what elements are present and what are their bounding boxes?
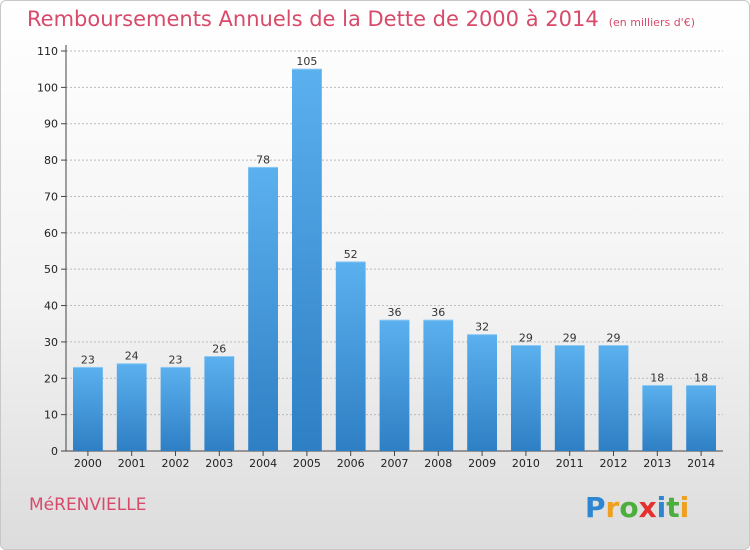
data-label: 36 bbox=[431, 306, 445, 319]
y-tick-label: 90 bbox=[44, 118, 58, 131]
y-tick-label: 100 bbox=[37, 81, 58, 94]
data-label: 78 bbox=[256, 153, 270, 166]
data-label: 23 bbox=[81, 353, 95, 366]
data-label: 32 bbox=[475, 321, 489, 334]
bar bbox=[467, 334, 497, 451]
data-label: 23 bbox=[169, 353, 183, 366]
data-label: 29 bbox=[607, 332, 621, 345]
y-tick-label: 30 bbox=[44, 336, 58, 349]
data-label: 36 bbox=[388, 306, 402, 319]
x-tick-label: 2003 bbox=[205, 457, 233, 470]
x-tick-label: 2011 bbox=[556, 457, 584, 470]
bar bbox=[686, 385, 716, 451]
data-label: 24 bbox=[125, 350, 139, 363]
x-tick-label: 2008 bbox=[424, 457, 452, 470]
bar bbox=[248, 167, 278, 451]
x-tick-label: 2014 bbox=[687, 457, 715, 470]
y-tick-label: 0 bbox=[51, 445, 58, 458]
data-label: 18 bbox=[694, 372, 708, 385]
bar bbox=[73, 367, 103, 451]
proxiti-logo: Proxiti bbox=[585, 491, 689, 524]
data-label: 29 bbox=[563, 332, 577, 345]
bar bbox=[160, 367, 191, 451]
y-tick-label: 70 bbox=[44, 190, 58, 203]
y-tick-label: 110 bbox=[37, 45, 58, 58]
bar bbox=[335, 261, 366, 451]
x-tick-label: 2001 bbox=[118, 457, 146, 470]
y-tick-label: 60 bbox=[44, 227, 58, 240]
chart-title: Remboursements Annuels de la Dette de 20… bbox=[27, 7, 695, 31]
x-tick-label: 2007 bbox=[381, 457, 409, 470]
x-tick-label: 2009 bbox=[468, 457, 496, 470]
bar bbox=[423, 320, 454, 451]
y-tick-label: 20 bbox=[44, 372, 58, 385]
x-tick-label: 2002 bbox=[162, 457, 190, 470]
bar bbox=[642, 385, 673, 451]
y-tick-label: 50 bbox=[44, 263, 58, 276]
data-label: 105 bbox=[296, 55, 317, 68]
svg-text:Proxiti: Proxiti bbox=[585, 491, 689, 524]
y-tick-label: 10 bbox=[44, 409, 58, 422]
x-tick-label: 2013 bbox=[643, 457, 671, 470]
data-label: 26 bbox=[212, 342, 226, 355]
bar bbox=[598, 345, 629, 451]
bar bbox=[511, 345, 541, 451]
bar bbox=[292, 69, 322, 451]
bar bbox=[204, 356, 235, 451]
chart-title-text: Remboursements Annuels de la Dette de 20… bbox=[27, 7, 599, 31]
x-tick-label: 2006 bbox=[337, 457, 365, 470]
x-tick-label: 2010 bbox=[512, 457, 540, 470]
bar bbox=[554, 345, 585, 451]
chart-unit: (en milliers d'€) bbox=[608, 16, 695, 29]
x-tick-label: 2012 bbox=[600, 457, 628, 470]
y-tick-label: 40 bbox=[44, 300, 58, 313]
x-tick-label: 2004 bbox=[249, 457, 277, 470]
data-label: 52 bbox=[344, 248, 358, 261]
x-tick-label: 2005 bbox=[293, 457, 321, 470]
bar bbox=[379, 320, 410, 451]
data-label: 29 bbox=[519, 332, 533, 345]
bar bbox=[116, 363, 147, 451]
commune-name: MéRENVIELLE bbox=[29, 495, 147, 515]
y-tick-label: 80 bbox=[44, 154, 58, 167]
data-label: 18 bbox=[650, 372, 664, 385]
x-tick-label: 2000 bbox=[74, 457, 102, 470]
